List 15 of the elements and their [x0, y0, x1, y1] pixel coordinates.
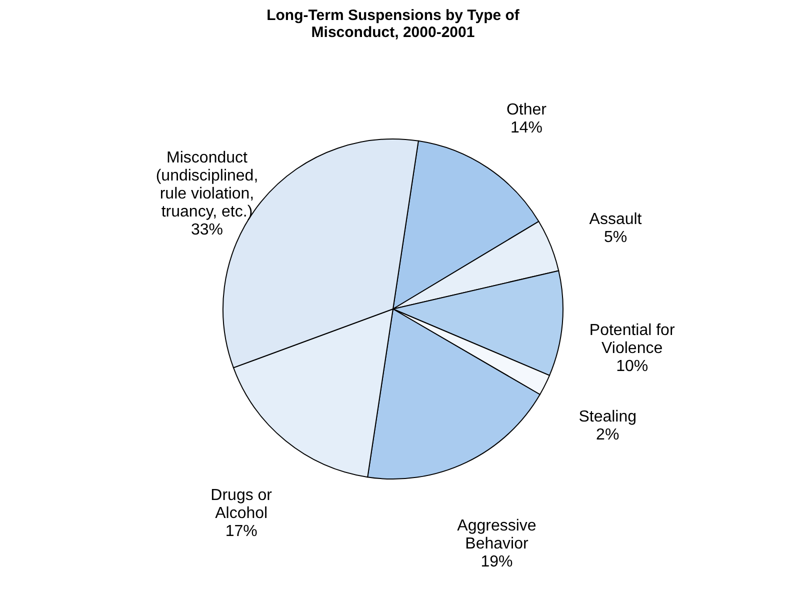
- data-label: 5%: [604, 229, 628, 246]
- chart-title: Long-Term Suspensions by Type of Misconduct, 2000-2001: [266, 7, 520, 41]
- slice-label: Assault: [589, 211, 642, 228]
- data-label: 19%: [480, 553, 513, 570]
- slice-label: Aggressive Behavior: [457, 517, 536, 552]
- slice-label: Stealing: [578, 408, 637, 426]
- slice-label: Misconduct (undisciplined, rule violation, truancy, etc.): [156, 149, 258, 220]
- data-label: 10%: [616, 358, 648, 375]
- data-label: 14%: [510, 120, 543, 137]
- slice-label: Drugs or Alcohol: [210, 487, 273, 522]
- data-label: 2%: [596, 426, 620, 444]
- slice-label: Potential for Violence: [589, 322, 676, 357]
- data-label: 33%: [190, 221, 224, 238]
- slice-label: Other: [506, 102, 548, 119]
- data-label: 17%: [225, 523, 258, 540]
